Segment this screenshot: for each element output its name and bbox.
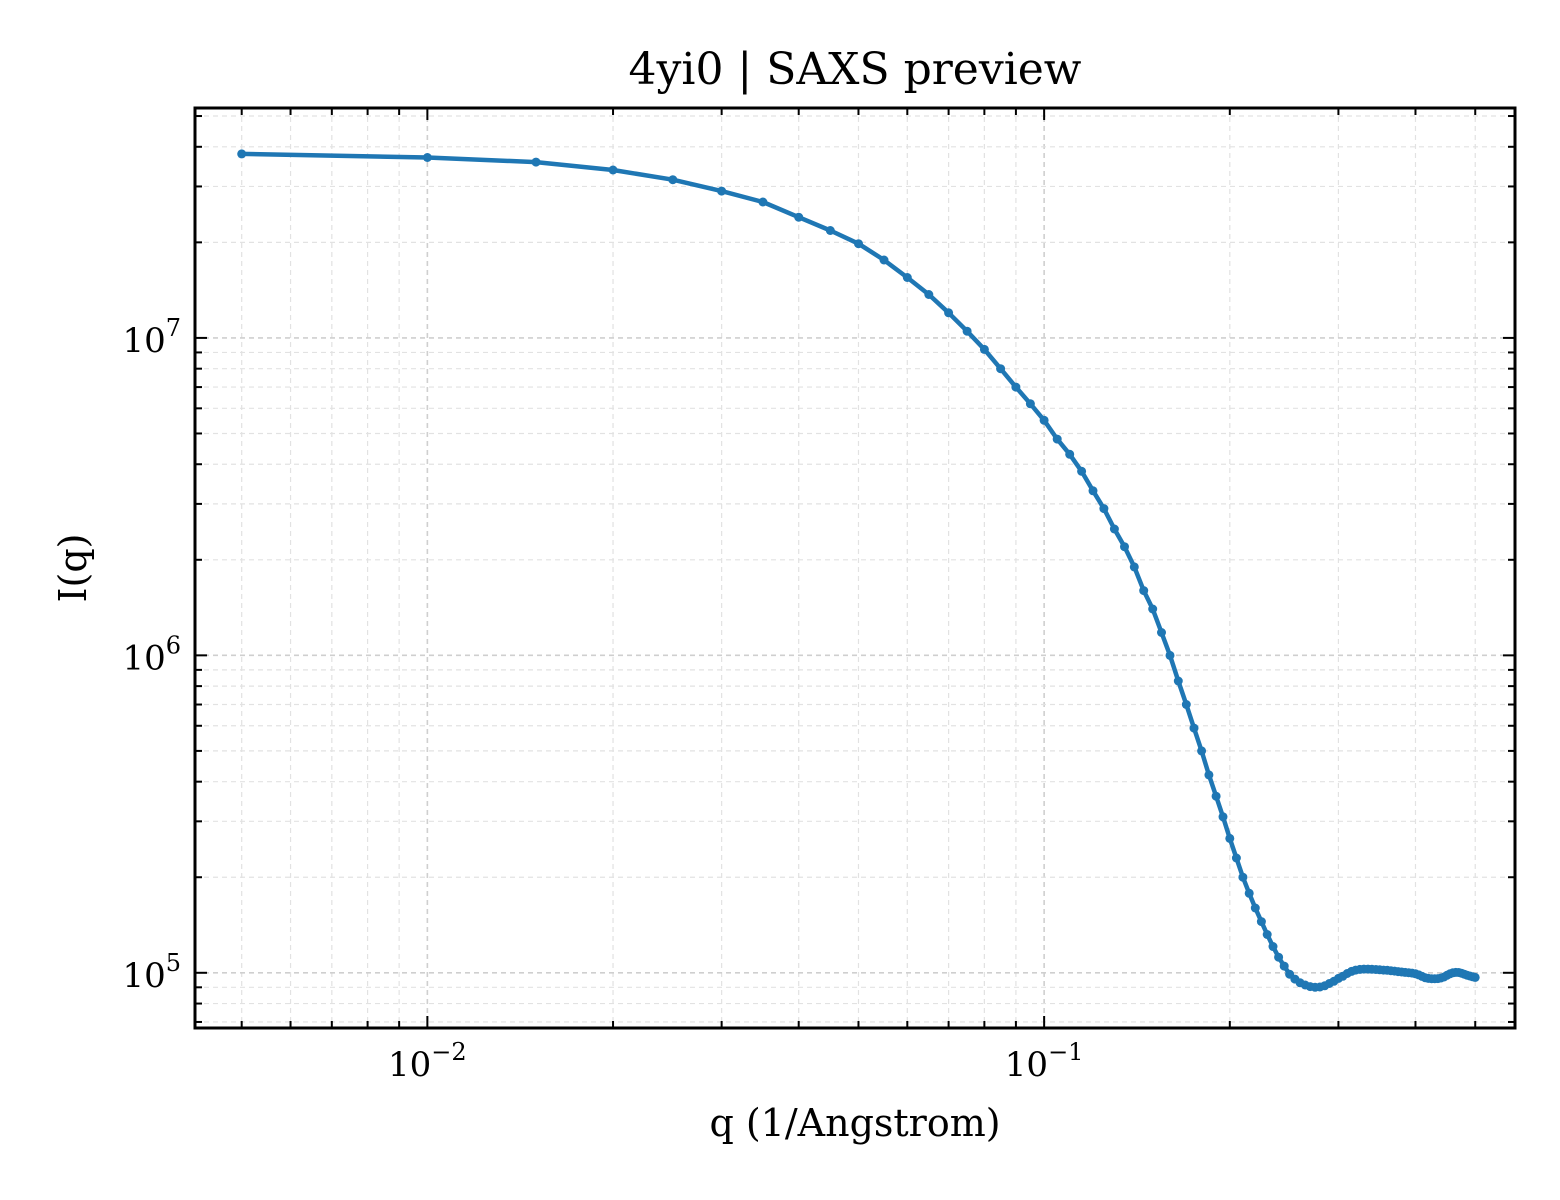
data-point [1274, 952, 1284, 962]
data-point [531, 157, 541, 167]
data-point [1052, 434, 1062, 444]
data-point [996, 364, 1006, 374]
data-point [1129, 562, 1139, 572]
data-point [854, 239, 863, 249]
data-point [717, 186, 727, 196]
data-point [1279, 961, 1289, 971]
y-tick-label: 106 [122, 631, 181, 678]
data-point [1148, 604, 1158, 614]
data-point [1250, 903, 1260, 913]
y-tick-label: 105 [122, 949, 181, 996]
data-point [1165, 650, 1175, 660]
data-point [1238, 872, 1248, 882]
data-point [1268, 942, 1278, 951]
data-point [1189, 723, 1199, 733]
data-point [1157, 628, 1166, 637]
data-point [1244, 888, 1254, 898]
data-point [1120, 542, 1129, 552]
data-point [422, 153, 432, 162]
data-point [1025, 399, 1035, 409]
data-point [668, 175, 678, 185]
data-point [1181, 700, 1191, 709]
x-tick-label: 10−2 [388, 1038, 467, 1085]
data-point [879, 255, 889, 265]
data-point [1225, 833, 1235, 843]
data-point [608, 165, 618, 175]
data-point [1262, 930, 1272, 939]
data-point [1099, 504, 1109, 514]
data-point [1470, 972, 1480, 982]
x-axis-label: q (1/Angstrom) [709, 1101, 1000, 1145]
data-point [1204, 770, 1214, 780]
data-point [902, 273, 912, 282]
data-point [1211, 791, 1221, 801]
plot-series [237, 149, 1480, 992]
data-point [1077, 466, 1087, 476]
y-axis-label: I(q) [51, 534, 95, 603]
data-point [979, 344, 989, 354]
grid-lines [195, 108, 1515, 1028]
data-point [1218, 812, 1228, 822]
data-point [1256, 917, 1266, 927]
data-point [1139, 586, 1149, 596]
data-point [825, 226, 835, 235]
data-point [1039, 415, 1049, 425]
chart-title: 4yi0 | SAXS preview [629, 44, 1082, 95]
data-point [1011, 382, 1021, 392]
data-point [962, 326, 972, 336]
x-tick-label: 10−1 [1005, 1038, 1084, 1085]
plot-frame [193, 106, 1517, 1030]
y-tick-label: 107 [122, 314, 181, 361]
data-point [1197, 746, 1207, 756]
data-point [758, 197, 768, 207]
data-point [1065, 449, 1075, 459]
data-point [1088, 486, 1098, 496]
data-point [1109, 524, 1119, 534]
data-point [944, 308, 954, 318]
data-point [1173, 676, 1183, 686]
data-point [794, 212, 804, 222]
data-point [1231, 853, 1241, 863]
data-point [237, 149, 247, 159]
data-point [924, 290, 934, 299]
